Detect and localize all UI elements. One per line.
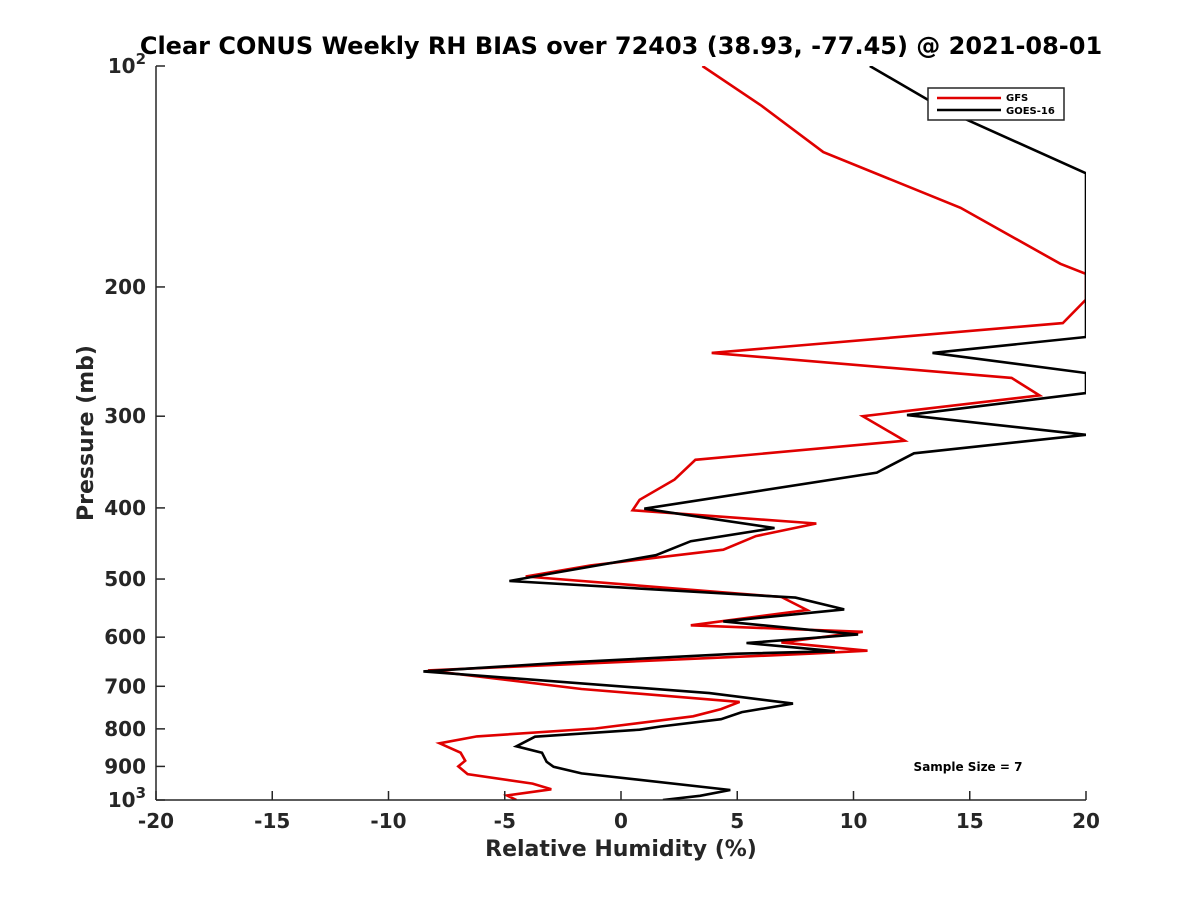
axes: -20 -15 -10 -5 0 5 10 15 20 102 200 300 400 500 600 700… (104, 50, 1100, 833)
plot-background (156, 66, 1086, 800)
series-line-goes16 (423, 66, 1086, 800)
legend-label-goes16: GOES-16 (1006, 106, 1055, 117)
y-tick-label: 200 (104, 275, 146, 299)
y-tick-label: 800 (104, 717, 146, 741)
y-tick-label: 300 (104, 404, 146, 428)
x-tick-label: 10 (840, 809, 868, 833)
y-tick-label: 600 (104, 625, 146, 649)
chart-title: Clear CONUS Weekly RH BIAS over 72403 (3… (140, 32, 1102, 60)
x-axis-title: Relative Humidity (%) (485, 837, 757, 862)
legend: GFS GOES-16 (927, 87, 1065, 121)
x-tick-label: 20 (1072, 809, 1100, 833)
x-tick-label: 5 (730, 809, 744, 833)
y-tick-label: 900 (104, 754, 146, 778)
x-tick-label: -20 (138, 809, 174, 833)
y-tick-label: 700 (104, 674, 146, 698)
legend-label-gfs: GFS (1006, 93, 1028, 104)
x-tick-label: 15 (956, 809, 984, 833)
x-tick-label: -5 (494, 809, 516, 833)
series-layer (423, 66, 1086, 800)
x-tick-label: -15 (254, 809, 290, 833)
plot-area (156, 66, 1086, 800)
y-tick-label: 400 (104, 496, 146, 520)
x-tick-label: 0 (614, 809, 628, 833)
sample-size-annotation: Sample Size = 7 (914, 760, 1023, 774)
x-tick-label: -10 (370, 809, 406, 833)
legend-box (927, 87, 1065, 121)
y-axis-title: Pressure (mb) (74, 345, 99, 521)
y-tick-label: 103 (108, 784, 146, 812)
y-tick-label: 500 (104, 567, 146, 591)
y-tick-label: 102 (108, 50, 146, 78)
